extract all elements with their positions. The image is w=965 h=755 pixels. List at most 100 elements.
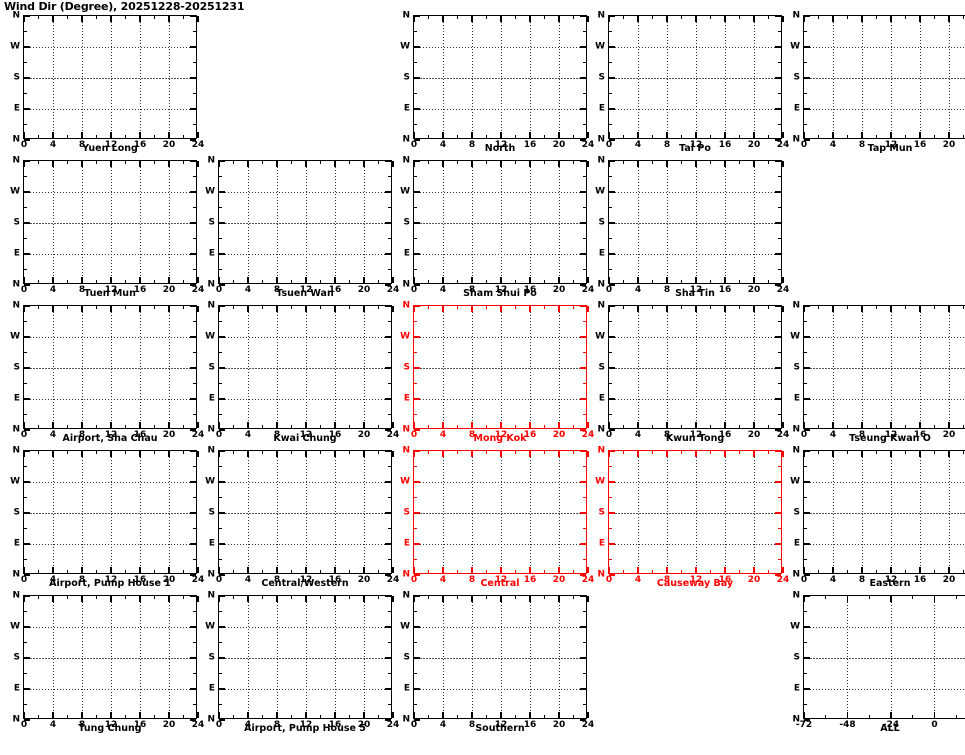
x-tick-label: 16 [133, 140, 147, 150]
x-tick-label: 12 [299, 430, 313, 440]
tick-minor-x [95, 306, 98, 309]
x-tick-label: 24 [776, 430, 790, 440]
tick-major-y [24, 336, 30, 338]
gridline-horizontal [24, 543, 196, 545]
tick-major-x [500, 161, 502, 167]
tick-minor-x [37, 570, 40, 573]
x-tick-label: 24 [386, 575, 400, 585]
tick-major-y [609, 398, 615, 400]
tick-major-x [861, 16, 863, 22]
y-tick-label: S [403, 362, 410, 373]
tick-major-x [392, 422, 394, 428]
y-tick-label: S [403, 507, 410, 518]
tick-minor-x [817, 451, 820, 454]
gridline-horizontal [609, 191, 781, 193]
tick-minor-y [193, 496, 196, 499]
gridline-vertical [276, 596, 278, 718]
tick-major-x [392, 306, 394, 312]
tick-major-x [666, 132, 668, 138]
tick-major-x [110, 161, 112, 167]
panel-central-western: 0 4 8 12 16 20 24 N W S E N Central/Western [195, 446, 399, 595]
tick-major-x [558, 161, 560, 167]
tick-minor-x [817, 306, 820, 309]
gridline-vertical [276, 451, 278, 573]
tick-major-x [23, 451, 25, 457]
plot-area: 0 4 8 12 16 20 24 N W S E N [10, 301, 204, 440]
tick-major-x [587, 712, 589, 718]
x-tick-label: 8 [858, 140, 866, 150]
x-tick-label: 24 [191, 285, 205, 295]
gridline-vertical [934, 596, 935, 718]
tick-major-x [832, 451, 834, 457]
tick-minor-y [804, 61, 807, 64]
tick-minor-x [875, 451, 878, 454]
tick-major-x [23, 596, 25, 602]
tick-major-y [609, 15, 615, 17]
gridline-vertical [558, 161, 560, 283]
x-tick-label: 24 [191, 575, 205, 585]
tick-major-x [392, 596, 394, 602]
tick-major-x [608, 451, 610, 457]
x-tick-label: 12 [494, 140, 508, 150]
x-tick-label: 8 [663, 575, 671, 585]
tick-major-x [471, 16, 473, 22]
tick-major-x [23, 132, 25, 138]
x-tick-label: 0 [800, 140, 808, 150]
tick-major-x [587, 161, 589, 167]
x-tick-label: 0 [20, 140, 28, 150]
x-tick-label: 8 [858, 430, 866, 440]
gridline-vertical [110, 306, 112, 428]
gridline-horizontal [219, 512, 391, 514]
tick-minor-y [388, 413, 391, 416]
tick-minor-x [846, 306, 849, 309]
tick-minor-y [583, 61, 586, 64]
tick-major-y [804, 429, 810, 431]
x-tick-label: 8 [663, 285, 671, 295]
tick-major-x [110, 712, 112, 718]
tick-major-x [392, 567, 394, 573]
tick-major-y [775, 336, 781, 338]
tick-major-x [413, 596, 415, 602]
y-tick-label: N [402, 590, 410, 601]
gridline-vertical [637, 16, 639, 138]
tick-major-y [24, 481, 30, 483]
tick-minor-y [24, 465, 27, 468]
tick-major-x [861, 567, 863, 573]
gridline-horizontal [609, 367, 781, 369]
tick-major-x [695, 422, 697, 428]
tick-minor-y [24, 320, 27, 323]
y-tick-label: E [403, 248, 410, 259]
gridline-vertical [139, 451, 141, 573]
tick-minor-y [414, 465, 417, 468]
gridline-vertical [558, 451, 560, 573]
tick-major-x [608, 16, 610, 22]
tick-minor-x [182, 280, 185, 283]
y-tick-label: S [403, 217, 410, 228]
gridline-vertical [305, 161, 307, 283]
tick-minor-y [193, 206, 196, 209]
x-tick-label: 4 [439, 720, 447, 730]
x-tick-label: 0 [20, 430, 28, 440]
tick-major-y [580, 46, 586, 48]
tick-major-y [219, 595, 225, 597]
tick-major-y [414, 512, 420, 514]
gridline-horizontal [804, 77, 965, 79]
tick-minor-x [124, 570, 127, 573]
gridline-horizontal [414, 688, 586, 690]
tick-minor-y [778, 320, 781, 323]
tick-minor-x [485, 161, 488, 164]
tick-minor-x [767, 280, 770, 283]
tick-minor-y [804, 382, 807, 385]
tick-minor-y [219, 413, 222, 416]
tick-minor-y [414, 672, 417, 675]
y-tick-label: S [13, 362, 20, 373]
x-tick-label: 20 [747, 140, 761, 150]
tick-major-y [385, 284, 391, 286]
gridline-horizontal [24, 398, 196, 400]
y-tick-label: S [13, 507, 20, 518]
tick-minor-x [912, 715, 914, 718]
tick-major-y [580, 429, 586, 431]
x-tick-label: 4 [439, 285, 447, 295]
x-tick-label: 4 [634, 140, 642, 150]
gridline-vertical [919, 16, 921, 138]
